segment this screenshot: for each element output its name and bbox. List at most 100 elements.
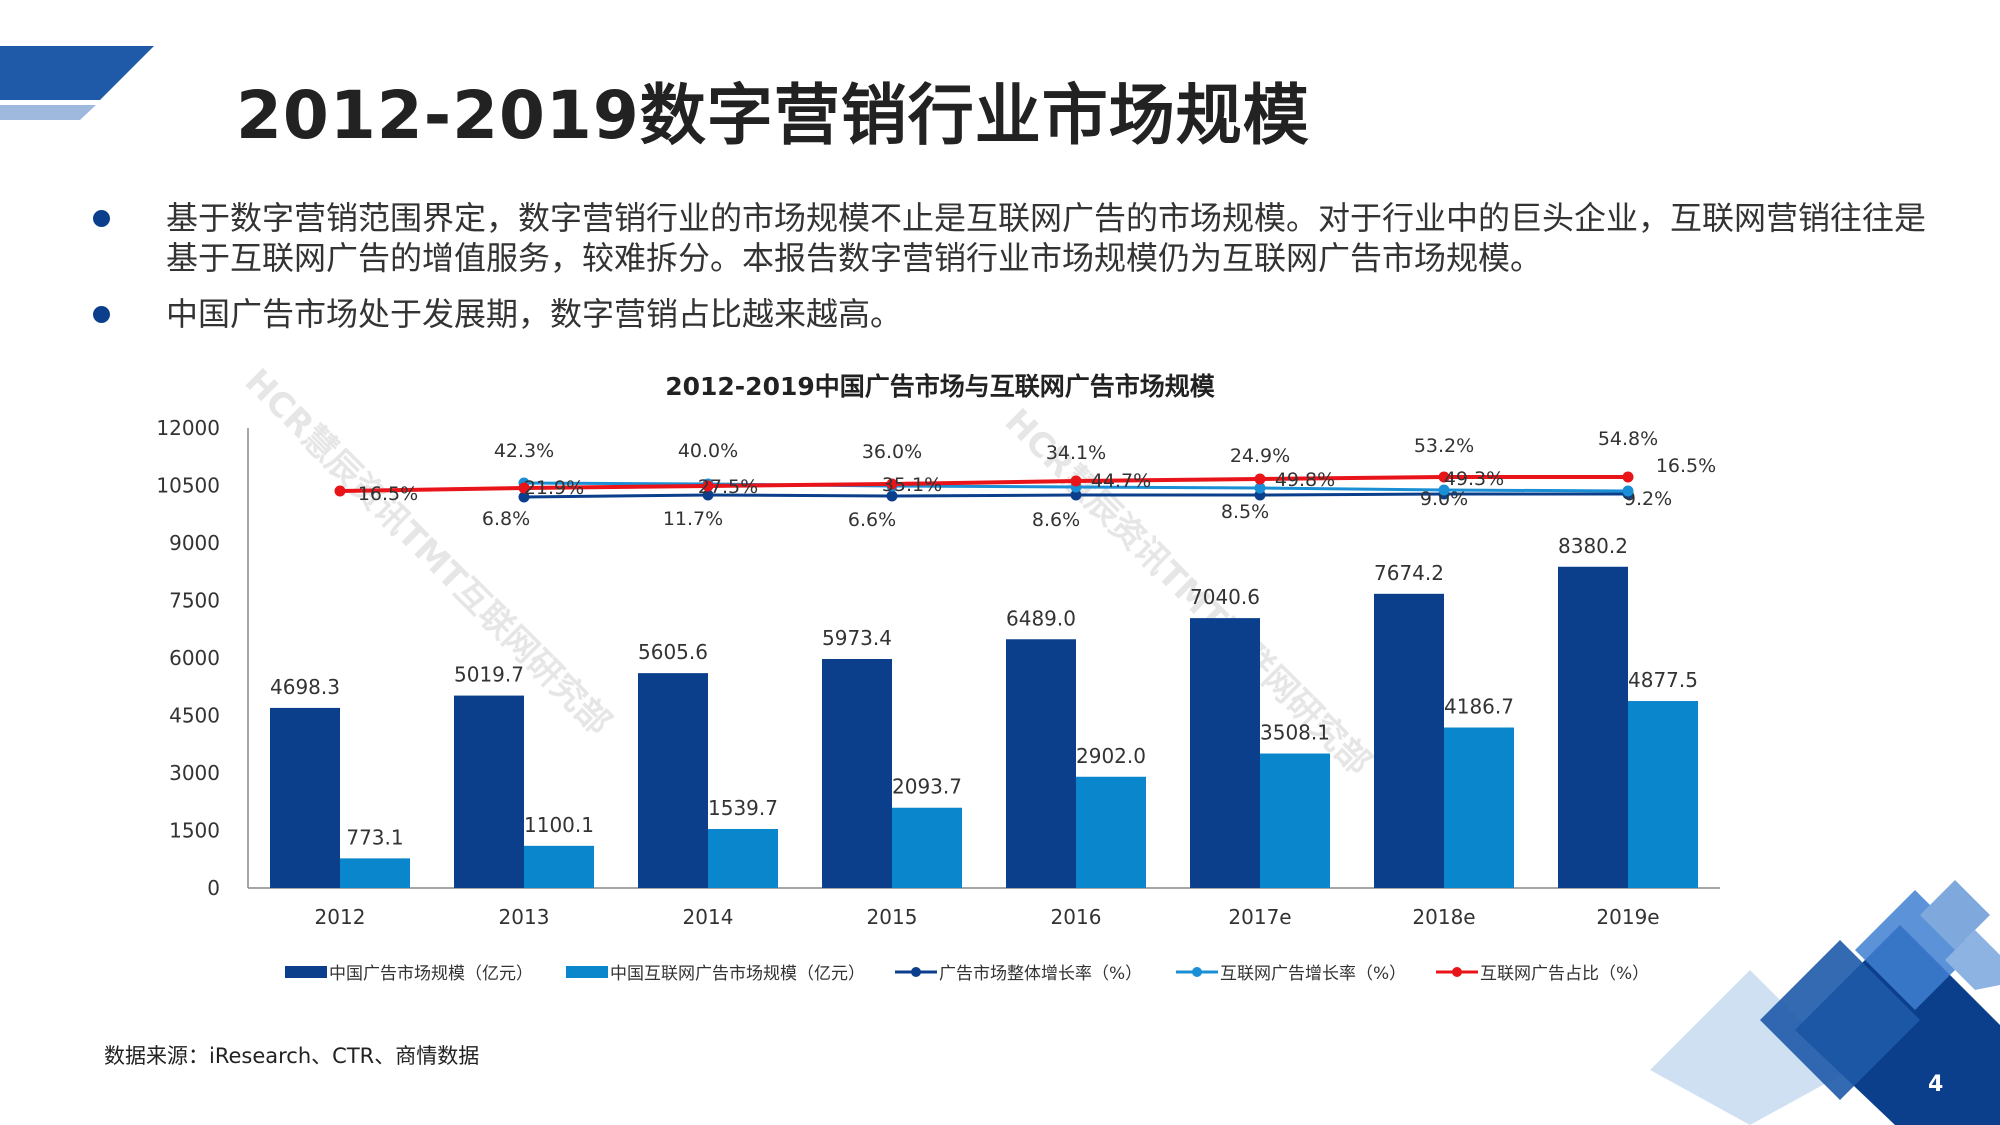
bar-ad-market xyxy=(1190,618,1260,888)
x-tick-label: 2014 xyxy=(683,905,734,929)
line-value-label: 42.3% xyxy=(494,440,554,462)
y-tick-label: 0 xyxy=(207,876,220,900)
bar-ad-market xyxy=(638,673,708,888)
legend-marker xyxy=(911,967,921,977)
page-number: 4 xyxy=(1928,1072,1944,1097)
legend-marker xyxy=(1452,967,1462,977)
bar-internet-ad xyxy=(340,858,410,888)
y-tick-label: 9000 xyxy=(169,531,220,555)
line-value-label: 36.0% xyxy=(862,441,922,463)
bar-value-label: 5019.7 xyxy=(454,663,524,687)
bar-internet-ad xyxy=(1444,727,1514,888)
line-point xyxy=(886,490,898,502)
line-value-label: 34.1% xyxy=(1046,442,1106,464)
bar-ad-market xyxy=(1558,566,1628,888)
line-point xyxy=(1622,471,1634,483)
line-value-label: 44.7% xyxy=(1091,470,1151,492)
line-value-label: 8.5% xyxy=(1221,501,1269,523)
page-title: 2012-2019数字营销行业市场规模 xyxy=(236,77,1310,154)
bar-ad-market xyxy=(822,659,892,888)
line-value-label: 27.5% xyxy=(698,476,758,498)
bar-value-label: 4877.5 xyxy=(1628,668,1698,692)
bar-value-label: 2902.0 xyxy=(1076,744,1146,768)
legend-swatch xyxy=(566,966,608,978)
bar-internet-ad xyxy=(1076,776,1146,888)
line-point xyxy=(1438,471,1450,483)
y-tick-label: 7500 xyxy=(169,589,220,613)
bullet-list: 基于数字营销范围界定，数字营销行业的市场规模不止是互联网广告的市场规模。对于行业… xyxy=(90,198,1930,334)
line-value-label: 24.9% xyxy=(1230,445,1290,467)
x-tick-label: 2017e xyxy=(1228,905,1291,929)
bar-internet-ad xyxy=(1260,753,1330,888)
legend-label: 互联网广告增长率（%） xyxy=(1220,964,1406,984)
y-tick-label: 10500 xyxy=(156,474,220,498)
bar-value-label: 2093.7 xyxy=(892,775,962,799)
line-value-label: 11.7% xyxy=(663,508,723,530)
market-size-chart: 2012-2019中国广告市场与互联网广告市场规模HCR慧辰资讯TMT互联网研究… xyxy=(156,361,1720,984)
bar-internet-ad xyxy=(524,845,594,888)
line-value-label: 40.0% xyxy=(678,440,738,462)
y-tick-label: 4500 xyxy=(169,704,220,728)
bullet-text: 中国广告市场处于发展期，数字营销占比越来越高。 xyxy=(166,295,903,333)
line-value-label: 21.9% xyxy=(524,477,584,499)
y-tick-label: 6000 xyxy=(169,646,220,670)
line-value-label: 49.3% xyxy=(1444,468,1504,490)
bullet-dot-icon xyxy=(93,306,110,323)
bar-value-label: 4186.7 xyxy=(1444,695,1514,719)
line-point xyxy=(1438,484,1450,496)
line-4 xyxy=(339,475,1628,493)
line-value-label: 6.8% xyxy=(482,508,530,530)
line-point xyxy=(1254,482,1266,494)
line-point xyxy=(702,480,714,492)
y-tick-label: 3000 xyxy=(169,761,220,785)
line-value-label: 6.6% xyxy=(848,509,896,531)
line-point xyxy=(334,485,346,497)
chart-title: 2012-2019中国广告市场与互联网广告市场规模 xyxy=(665,372,1216,401)
line-point xyxy=(518,491,530,503)
line-point xyxy=(702,489,714,501)
legend-swatch xyxy=(285,966,327,978)
x-tick-label: 2018e xyxy=(1412,905,1475,929)
legend-label: 中国互联网广告市场规模（亿元） xyxy=(610,964,865,984)
bar-value-label: 1539.7 xyxy=(708,796,778,820)
bar-value-label: 4698.3 xyxy=(270,675,340,699)
bar-internet-ad xyxy=(1628,701,1698,888)
x-tick-label: 2013 xyxy=(499,905,550,929)
line-value-label: 16.5% xyxy=(1656,455,1716,477)
y-tick-label: 1500 xyxy=(169,819,220,843)
line-point xyxy=(1622,485,1634,497)
line-value-label: 35.1% xyxy=(882,474,942,496)
bar-ad-market xyxy=(1006,639,1076,888)
bar-internet-ad xyxy=(892,807,962,888)
bullet-item: 中国广告市场处于发展期，数字营销占比越来越高。 xyxy=(90,294,1930,334)
legend-label: 广告市场整体增长率（%） xyxy=(939,964,1142,984)
line-value-label: 54.8% xyxy=(1598,428,1658,450)
x-tick-label: 2012 xyxy=(315,905,366,929)
bar-value-label: 7040.6 xyxy=(1190,585,1260,609)
legend-label: 互联网广告占比（%） xyxy=(1480,964,1649,984)
bar-value-label: 8380.2 xyxy=(1558,534,1628,558)
bar-value-label: 773.1 xyxy=(346,825,403,849)
bullet-text: 基于数字营销范围界定，数字营销行业的市场规模不止是互联网广告的市场规模。对于行业… xyxy=(166,199,1927,277)
line-value-label: 16.5% xyxy=(358,483,418,505)
legend-marker xyxy=(1192,967,1202,977)
bar-internet-ad xyxy=(708,828,778,888)
bar-value-label: 7674.2 xyxy=(1374,561,1444,585)
bottom-right-decoration xyxy=(1650,880,2000,1125)
bullet-item: 基于数字营销范围界定，数字营销行业的市场规模不止是互联网广告的市场规模。对于行业… xyxy=(90,198,1930,278)
bar-value-label: 3508.1 xyxy=(1260,721,1330,745)
bar-ad-market xyxy=(270,707,340,888)
line-value-label: 9.2% xyxy=(1624,488,1672,510)
bar-value-label: 5973.4 xyxy=(822,626,892,650)
bullet-dot-icon xyxy=(93,210,110,227)
line-value-label: 8.6% xyxy=(1032,509,1080,531)
line-point xyxy=(518,482,530,494)
y-tick-label: 12000 xyxy=(156,416,220,440)
bar-value-label: 6489.0 xyxy=(1006,606,1076,630)
bar-ad-market xyxy=(454,695,524,888)
line-point xyxy=(1070,489,1082,501)
line-value-label: 9.0% xyxy=(1420,488,1468,510)
bar-ad-market xyxy=(1374,593,1444,888)
data-source-note: 数据来源：iResearch、CTR、商情数据 xyxy=(104,1044,480,1068)
bar-value-label: 1100.1 xyxy=(524,813,594,837)
